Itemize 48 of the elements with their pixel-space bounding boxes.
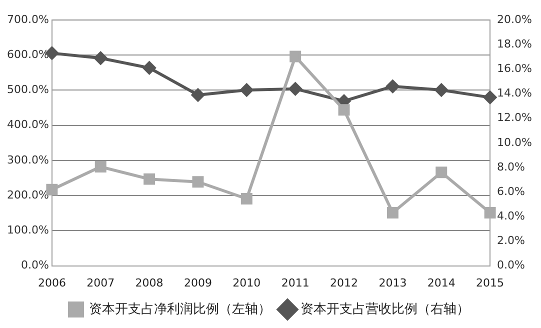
point [94, 52, 108, 65]
point [338, 104, 350, 116]
y-tick-label: 100.0% [6, 224, 49, 237]
point [240, 192, 252, 204]
y2-tick-label: 16.0% [497, 62, 532, 76]
x-tick-label: 2011 [281, 276, 310, 290]
y2-tick-label: 8.0% [497, 160, 526, 174]
y2-tick-label: 2.0% [497, 234, 526, 248]
y2-tick-label: 18.0% [497, 37, 532, 50]
x-tick-label: 2007 [86, 276, 115, 290]
y-tick-label: 500.0% [6, 83, 49, 96]
legend-label: 资本开支占净利润比例（左轴） [89, 302, 271, 317]
y2-tick-label: 12.0% [497, 111, 532, 124]
y2-tick-label: 14.0% [497, 86, 532, 100]
point [290, 50, 302, 62]
x-tick-label: 2013 [378, 276, 407, 290]
x-tick-label: 2009 [184, 276, 212, 290]
x-tick-label: 2010 [232, 276, 261, 290]
y2-tick-label: 0.0% [497, 258, 526, 272]
x-tick-label: 2012 [330, 276, 358, 290]
point [192, 176, 204, 188]
point [386, 80, 400, 93]
point [142, 61, 156, 74]
legend-label: 资本开支占营收比例（右轴） [300, 302, 470, 317]
point [144, 173, 156, 185]
x-tick-label: 2015 [476, 276, 504, 290]
y-tick-label: 300.0% [6, 153, 49, 166]
point [94, 161, 106, 173]
point [484, 90, 497, 104]
point [436, 166, 448, 178]
x-tick-label: 2008 [135, 276, 164, 290]
point [288, 82, 302, 96]
y2-tick-label: 10.0% [497, 136, 532, 149]
y-tick-label: 0.0% [20, 258, 49, 272]
point [386, 207, 398, 219]
point [484, 207, 496, 219]
y-tick-label: 200.0% [6, 188, 49, 202]
x-tick-label: 2014 [427, 276, 456, 290]
x-tick-label: 2006 [38, 276, 66, 290]
y2-tick-label: 6.0% [497, 184, 526, 198]
y-tick-label: 400.0% [6, 118, 49, 132]
y2-tick-label: 4.0% [497, 210, 526, 222]
y-tick-label: 600.0% [6, 48, 49, 61]
y-tick-label: 700.0% [6, 12, 49, 26]
point [240, 84, 254, 97]
y2-tick-label: 20.0% [497, 12, 532, 26]
point [191, 88, 204, 102]
point [434, 84, 448, 97]
